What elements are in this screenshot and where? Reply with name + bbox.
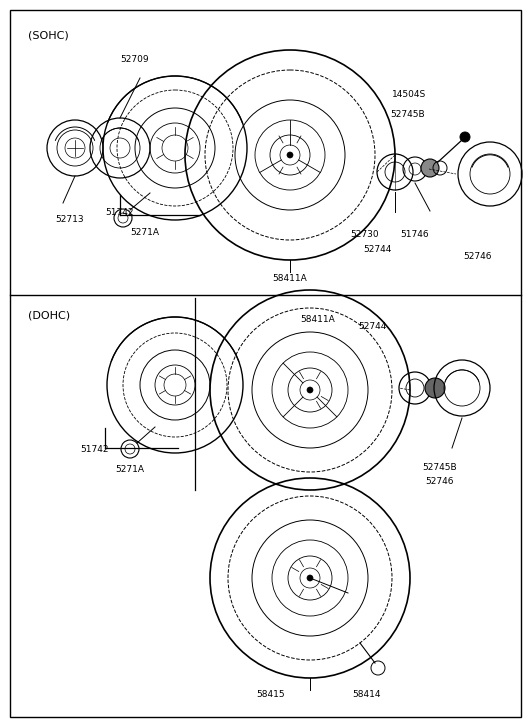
Circle shape (307, 387, 313, 393)
Text: 52730: 52730 (350, 230, 379, 239)
Text: 52745B: 52745B (390, 110, 425, 119)
Text: 52746: 52746 (425, 477, 453, 486)
Text: 51742: 51742 (105, 208, 133, 217)
Text: 5271A: 5271A (130, 228, 159, 237)
Text: 52745B: 52745B (422, 463, 457, 472)
Text: (DOHC): (DOHC) (28, 310, 70, 320)
Text: 58411A: 58411A (272, 274, 307, 283)
Text: (SOHC): (SOHC) (28, 30, 68, 40)
Text: 52713: 52713 (55, 215, 83, 224)
Text: 14504S: 14504S (392, 90, 426, 99)
Text: 5271A: 5271A (115, 465, 144, 474)
Circle shape (460, 132, 470, 142)
Text: 51746: 51746 (400, 230, 429, 239)
Text: 52744: 52744 (363, 245, 391, 254)
Text: 52709: 52709 (120, 55, 149, 64)
Text: 52744: 52744 (358, 322, 387, 331)
Text: 58414: 58414 (352, 690, 381, 699)
Text: 52746: 52746 (463, 252, 492, 261)
Circle shape (421, 159, 439, 177)
Text: 58415: 58415 (256, 690, 285, 699)
Circle shape (307, 575, 313, 581)
Circle shape (425, 378, 445, 398)
Text: 51742: 51742 (80, 445, 108, 454)
Circle shape (287, 152, 293, 158)
Text: 58411A: 58411A (300, 315, 335, 324)
